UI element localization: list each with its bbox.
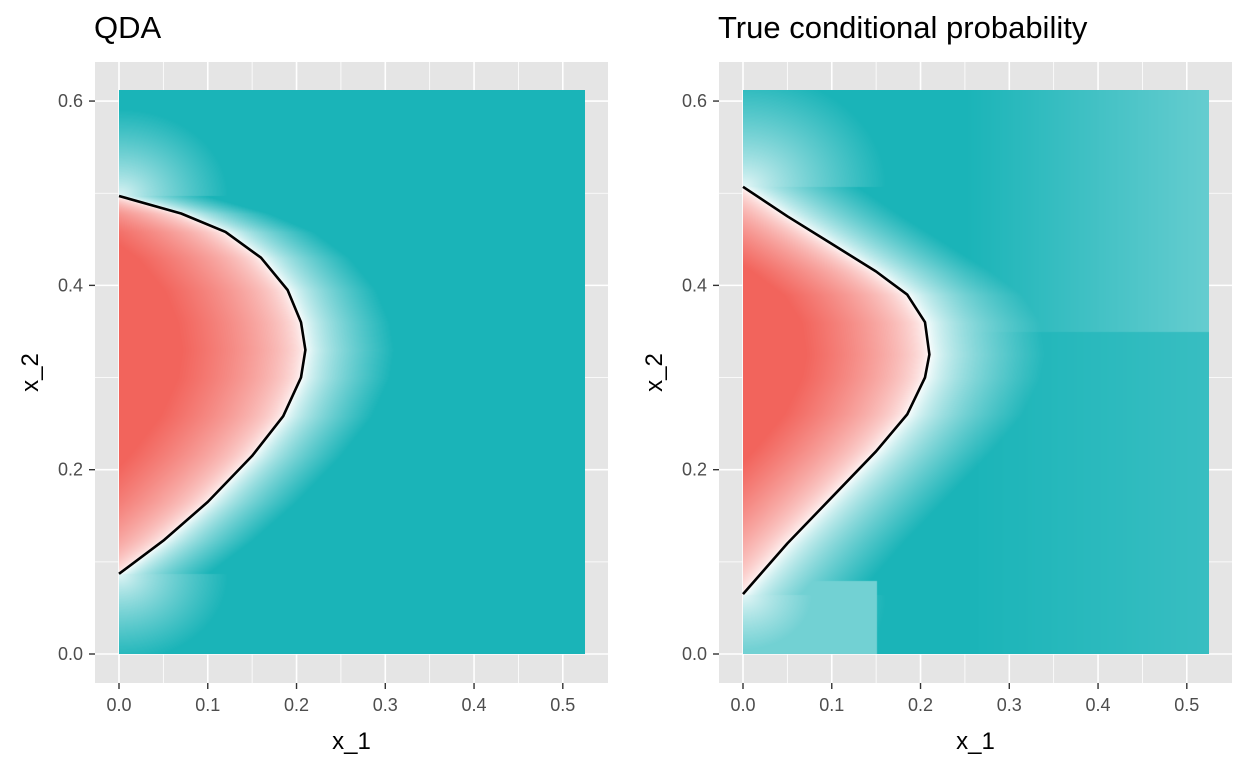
x-tick-label: 0.4	[462, 695, 487, 715]
y-tick-label: 0.6	[58, 91, 83, 111]
x-axis-title: x_1	[956, 728, 995, 755]
true-probability-panel: True conditional probability 0.0 0.1 0.2 0.…	[624, 0, 1248, 768]
y-tick-label: 0.0	[682, 644, 707, 664]
y-tick-label: 0.0	[58, 644, 83, 664]
x-tick-label: 0.1	[819, 695, 844, 715]
x-tick-label: 0.0	[730, 695, 755, 715]
x-tick-label: 0.0	[106, 695, 131, 715]
x-tick-label: 0.3	[373, 695, 398, 715]
probability-heatmap	[743, 90, 1209, 654]
decision-boundary-line	[742, 185, 931, 595]
x-axis-title: x_1	[332, 728, 371, 755]
y-tick-label: 0.4	[682, 275, 707, 295]
x-tick-label: 0.3	[997, 695, 1022, 715]
x-tick-label: 0.2	[908, 695, 933, 715]
qda-plot: 0.0 0.1 0.2 0.3 0.4 0.5 0.0 0.2 0.4 0.6 x_1 x_2	[17, 62, 608, 755]
true-probability-plot: 0.0 0.1 0.2 0.3 0.4 0.5 0.0 0.2 0.4 0.6 x_1 x_2	[641, 8, 1232, 755]
x-tick-label: 0.5	[1174, 695, 1199, 715]
y-tick-label: 0.6	[682, 91, 707, 111]
panel-title: QDA	[94, 10, 162, 45]
y-tick-label: 0.2	[58, 460, 83, 480]
y-tick-label: 0.2	[682, 460, 707, 480]
y-tick-label: 0.4	[58, 275, 83, 295]
decision-boundary-line	[118, 194, 307, 575]
x-tick-label: 0.4	[1086, 695, 1111, 715]
panel-title: True conditional probability	[718, 10, 1088, 45]
y-axis-title: x_2	[641, 353, 668, 392]
y-axis-title: x_2	[17, 353, 44, 392]
qda-panel: QDA 0.0 0.1 0.2 0.3 0.4 0.5 0.0 0.2 0.4 0.6 x_1 x_2	[17, 8, 608, 755]
x-tick-label: 0.1	[195, 695, 220, 715]
x-tick-label: 0.2	[284, 695, 309, 715]
x-tick-label: 0.5	[550, 695, 575, 715]
probability-heatmap	[119, 90, 585, 654]
